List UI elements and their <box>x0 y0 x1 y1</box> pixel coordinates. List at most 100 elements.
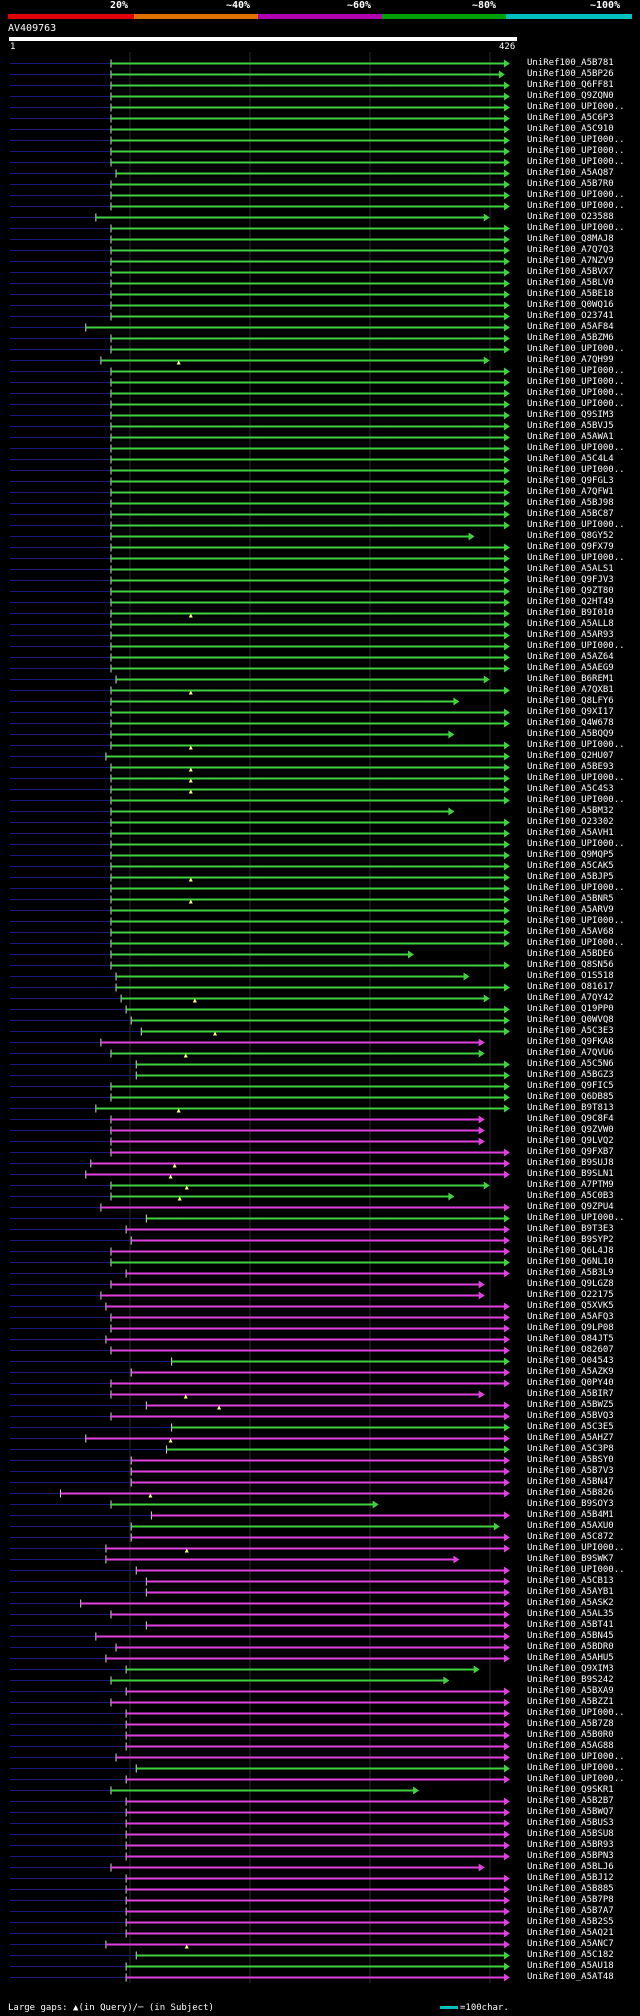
hit-label[interactable]: UniRef100_Q9LP08 <box>527 1323 614 1333</box>
hit-label[interactable]: UniRef100_A5BLV0 <box>527 278 614 288</box>
hit-label[interactable]: UniRef100_Q9XIM3 <box>527 1664 614 1674</box>
hit-label[interactable]: UniRef100_A7QFW1 <box>527 487 614 497</box>
hit-label[interactable]: UniRef100_B9T813 <box>527 1103 614 1113</box>
hit-label[interactable]: UniRef100_A5BZZ1 <box>527 1697 614 1707</box>
hit-label[interactable]: UniRef100_A5AHZ7 <box>527 1433 614 1443</box>
hit-label[interactable]: UniRef100_O1S518 <box>527 971 614 981</box>
hit-label[interactable]: UniRef100_Q5XVK5 <box>527 1301 614 1311</box>
hit-label[interactable]: UniRef100_UPI000.. <box>527 1763 625 1773</box>
hit-label[interactable]: UniRef100_A5C3E3 <box>527 1026 614 1036</box>
hit-label[interactable]: UniRef100_A7QY42 <box>527 993 614 1003</box>
hit-label[interactable]: UniRef100_B9SOY3 <box>527 1499 614 1509</box>
hit-label[interactable]: UniRef100_A5AG88 <box>527 1741 614 1751</box>
hit-label[interactable]: UniRef100_B9SWK7 <box>527 1554 614 1564</box>
hit-label[interactable]: UniRef100_A5BSY0 <box>527 1455 614 1465</box>
hit-label[interactable]: UniRef100_A5ALL8 <box>527 619 614 629</box>
hit-label[interactable]: UniRef100_UPI000.. <box>527 377 625 387</box>
hit-label[interactable]: UniRef100_A5AFQ3 <box>527 1312 614 1322</box>
hit-label[interactable]: UniRef100_Q9FJV3 <box>527 575 614 585</box>
hit-label[interactable]: UniRef100_UPI000.. <box>527 773 625 783</box>
hit-label[interactable]: UniRef100_O04543 <box>527 1356 614 1366</box>
hit-label[interactable]: UniRef100_A5B3L9 <box>527 1268 614 1278</box>
hit-label[interactable]: UniRef100_Q9C8F4 <box>527 1114 614 1124</box>
hit-label[interactable]: UniRef100_A5BWQ7 <box>527 1807 614 1817</box>
hit-label[interactable]: UniRef100_Q9FGL3 <box>527 476 614 486</box>
hit-label[interactable]: UniRef100_UPI000.. <box>527 1543 625 1553</box>
hit-label[interactable]: UniRef100_B9T3E3 <box>527 1224 614 1234</box>
hit-label[interactable]: UniRef100_A5AF84 <box>527 322 614 332</box>
hit-label[interactable]: UniRef100_A5AQ87 <box>527 168 614 178</box>
hit-label[interactable]: UniRef100_Q6L4J8 <box>527 1246 614 1256</box>
hit-label[interactable]: UniRef100_UPI000.. <box>527 1774 625 1784</box>
hit-label[interactable]: UniRef100_A5AVH1 <box>527 828 614 838</box>
hit-label[interactable]: UniRef100_UPI000.. <box>527 443 625 453</box>
hit-label[interactable]: UniRef100_UPI000.. <box>527 344 625 354</box>
hit-label[interactable]: UniRef100_Q4W678 <box>527 718 614 728</box>
hit-label[interactable]: UniRef100_A5B781 <box>527 58 614 68</box>
hit-label[interactable]: UniRef100_A5BGZ3 <box>527 1070 614 1080</box>
hit-label[interactable]: UniRef100_Q9ZQN0 <box>527 91 614 101</box>
hit-label[interactable]: UniRef100_Q9XI17 <box>527 707 614 717</box>
hit-label[interactable]: UniRef100_A5AU18 <box>527 1961 614 1971</box>
hit-label[interactable]: UniRef100_A5B885 <box>527 1884 614 1894</box>
hit-label[interactable]: UniRef100_Q2HU07 <box>527 751 614 761</box>
hit-label[interactable]: UniRef100_A5BJP5 <box>527 872 614 882</box>
hit-label[interactable]: UniRef100_A5ALS1 <box>527 564 614 574</box>
hit-label[interactable]: UniRef100_A5AEG9 <box>527 663 614 673</box>
hit-label[interactable]: UniRef100_A5BJ12 <box>527 1873 614 1883</box>
hit-label[interactable]: UniRef100_A5BLJ6 <box>527 1862 614 1872</box>
hit-label[interactable]: UniRef100_B9I010 <box>527 608 614 618</box>
hit-label[interactable]: UniRef100_A5BVX7 <box>527 267 614 277</box>
hit-label[interactable]: UniRef100_A5CAK5 <box>527 861 614 871</box>
hit-label[interactable]: UniRef100_UPI000.. <box>527 938 625 948</box>
hit-label[interactable]: UniRef100_Q0WVQ8 <box>527 1015 614 1025</box>
hit-label[interactable]: UniRef100_O22175 <box>527 1290 614 1300</box>
hit-label[interactable]: UniRef100_A5AV68 <box>527 927 614 937</box>
hit-label[interactable]: UniRef100_A5AXU0 <box>527 1521 614 1531</box>
hit-label[interactable]: UniRef100_Q9FKA8 <box>527 1037 614 1047</box>
hit-label[interactable]: UniRef100_A5BN45 <box>527 1631 614 1641</box>
hit-label[interactable]: UniRef100_A5ARV9 <box>527 905 614 915</box>
hit-label[interactable]: UniRef100_UPI000.. <box>527 465 625 475</box>
hit-label[interactable]: UniRef100_Q9FIC5 <box>527 1081 614 1091</box>
hit-label[interactable]: UniRef100_A5AZK9 <box>527 1367 614 1377</box>
hit-label[interactable]: UniRef100_UPI000.. <box>527 190 625 200</box>
hit-label[interactable]: UniRef100_A5BN47 <box>527 1477 614 1487</box>
hit-label[interactable]: UniRef100_UPI000.. <box>527 223 625 233</box>
hit-label[interactable]: UniRef100_A5BIR7 <box>527 1389 614 1399</box>
hit-label[interactable]: UniRef100_Q8SN56 <box>527 960 614 970</box>
hit-label[interactable]: UniRef100_A5C6P3 <box>527 113 614 123</box>
hit-label[interactable]: UniRef100_Q9FXB7 <box>527 1147 614 1157</box>
hit-label[interactable]: UniRef100_A7QVU6 <box>527 1048 614 1058</box>
hit-label[interactable]: UniRef100_UPI000.. <box>527 201 625 211</box>
hit-label[interactable]: UniRef100_UPI000.. <box>527 795 625 805</box>
hit-label[interactable]: UniRef100_Q9ZVW0 <box>527 1125 614 1135</box>
hit-label[interactable]: UniRef100_O23741 <box>527 311 614 321</box>
hit-label[interactable]: UniRef100_A5B4M1 <box>527 1510 614 1520</box>
hit-label[interactable]: UniRef100_A5BWZ5 <box>527 1400 614 1410</box>
hit-label[interactable]: UniRef100_Q9SKR1 <box>527 1785 614 1795</box>
hit-label[interactable]: UniRef100_A7NZV9 <box>527 256 614 266</box>
hit-label[interactable]: UniRef100_UPI000.. <box>527 388 625 398</box>
hit-label[interactable]: UniRef100_Q2HT49 <box>527 597 614 607</box>
hit-label[interactable]: UniRef100_Q6DB85 <box>527 1092 614 1102</box>
hit-label[interactable]: UniRef100_UPI000.. <box>527 399 625 409</box>
hit-label[interactable]: UniRef100_A5BT41 <box>527 1620 614 1630</box>
hit-label[interactable]: UniRef100_UPI000.. <box>527 1752 625 1762</box>
hit-label[interactable]: UniRef100_A5BSU8 <box>527 1829 614 1839</box>
hit-label[interactable]: UniRef100_A5AR93 <box>527 630 614 640</box>
hit-label[interactable]: UniRef100_UPI000.. <box>527 146 625 156</box>
hit-label[interactable]: UniRef100_A5AHU5 <box>527 1653 614 1663</box>
hit-label[interactable]: UniRef100_A5B7A7 <box>527 1906 614 1916</box>
hit-label[interactable]: UniRef100_A5AQ21 <box>527 1928 614 1938</box>
hit-label[interactable]: UniRef100_Q0PY40 <box>527 1378 614 1388</box>
hit-label[interactable]: UniRef100_A5C5N6 <box>527 1059 614 1069</box>
hit-label[interactable]: UniRef100_Q19PP0 <box>527 1004 614 1014</box>
hit-label[interactable]: UniRef100_A5AWA1 <box>527 432 614 442</box>
hit-label[interactable]: UniRef100_A5C3P8 <box>527 1444 614 1454</box>
hit-label[interactable]: UniRef100_Q6FF81 <box>527 80 614 90</box>
hit-label[interactable]: UniRef100_UPI000.. <box>527 135 625 145</box>
hit-label[interactable]: UniRef100_A5ASK2 <box>527 1598 614 1608</box>
hit-label[interactable]: UniRef100_B9SUJ8 <box>527 1158 614 1168</box>
hit-label[interactable]: UniRef100_A5B7P8 <box>527 1895 614 1905</box>
